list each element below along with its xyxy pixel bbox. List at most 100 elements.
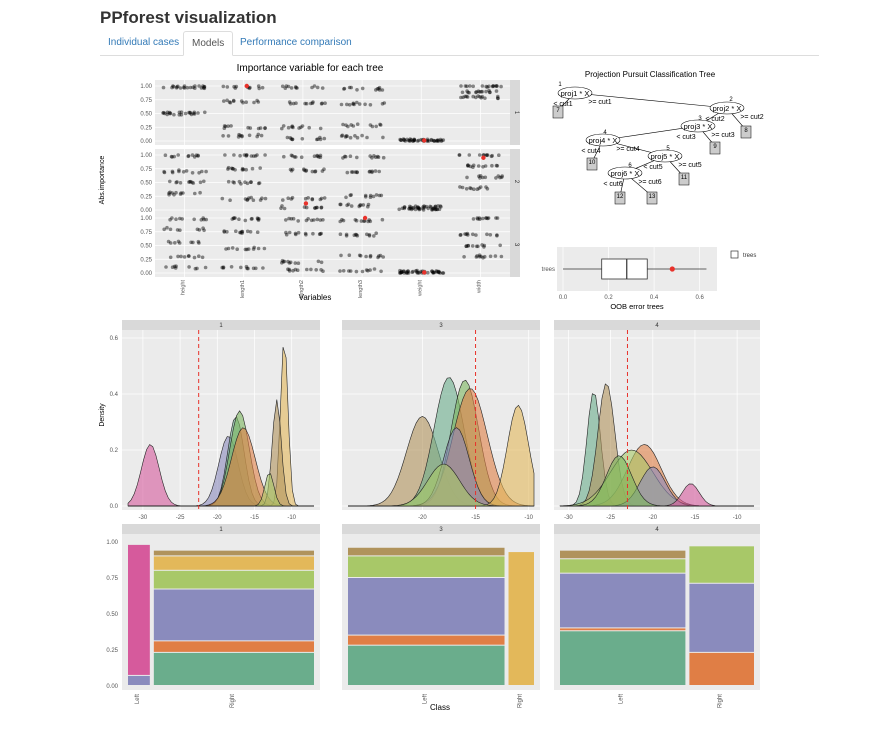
- importance-point: [427, 139, 431, 143]
- tab-performance-comparison[interactable]: Performance comparison: [240, 37, 352, 48]
- importance-point: [343, 154, 347, 159]
- importance-point: [248, 85, 252, 90]
- mosaic-tile: [153, 556, 314, 570]
- tree-node-id: 7: [556, 108, 560, 114]
- tree-node-id: 12: [617, 194, 624, 200]
- importance-point: [199, 218, 204, 222]
- importance-point: [294, 155, 298, 159]
- importance-point: [381, 255, 386, 259]
- importance-point: [433, 207, 438, 212]
- importance-highlight-point: [481, 155, 486, 160]
- importance-point: [256, 181, 261, 186]
- importance-point: [231, 216, 236, 220]
- importance-point: [435, 207, 440, 212]
- importance-highlight-point: [244, 83, 249, 89]
- density-xtick-label: -20: [648, 515, 657, 521]
- importance-point: [255, 230, 260, 234]
- importance-point: [351, 170, 355, 174]
- importance-point: [377, 85, 382, 90]
- importance-point: [365, 232, 369, 237]
- importance-point: [289, 86, 294, 90]
- importance-point: [220, 196, 225, 201]
- importance-point: [239, 99, 244, 103]
- importance-point: [339, 253, 343, 258]
- importance-point: [339, 202, 343, 207]
- importance-point: [198, 180, 203, 185]
- importance-point: [226, 134, 231, 138]
- importance-point: [315, 137, 319, 142]
- importance-point: [338, 219, 343, 224]
- importance-point: [192, 217, 196, 222]
- importance-point: [282, 259, 287, 264]
- importance-point: [366, 202, 371, 207]
- importance-point: [377, 254, 381, 258]
- importance-point: [202, 179, 206, 184]
- mosaic-strip: [554, 524, 760, 534]
- importance-point: [440, 138, 444, 143]
- mosaic-tile: [153, 550, 314, 556]
- oob-legend-label: trees: [743, 253, 756, 259]
- importance-point: [321, 218, 325, 222]
- importance-point: [477, 254, 482, 259]
- importance-point: [188, 111, 192, 115]
- density-strip-label: 3: [439, 323, 443, 329]
- importance-point: [357, 253, 362, 258]
- importance-point: [415, 268, 419, 273]
- importance-point: [349, 123, 354, 127]
- importance-point: [367, 218, 372, 222]
- tab-individual-cases[interactable]: Individual cases: [108, 37, 180, 48]
- importance-point: [222, 230, 227, 234]
- mosaic-strip: [122, 524, 320, 534]
- importance-point: [347, 269, 351, 273]
- importance-point: [248, 126, 253, 130]
- importance-point: [412, 137, 417, 142]
- importance-point: [174, 86, 179, 90]
- tree-title: Projection Pursuit Classification Tree: [585, 70, 716, 79]
- importance-point: [411, 206, 415, 211]
- importance-point: [191, 181, 196, 185]
- importance-point: [235, 247, 239, 251]
- importance-point: [243, 247, 248, 252]
- importance-point: [441, 271, 446, 275]
- importance-point: [483, 175, 488, 180]
- importance-point: [474, 90, 479, 94]
- importance-point: [497, 153, 501, 157]
- importance-point: [425, 137, 430, 142]
- importance-point: [168, 111, 172, 116]
- importance-point: [499, 84, 503, 89]
- importance-point: [351, 124, 356, 128]
- importance-point: [258, 198, 263, 202]
- importance-point: [368, 193, 373, 198]
- importance-point: [263, 153, 267, 157]
- importance-point: [289, 137, 294, 141]
- importance-point: [344, 234, 349, 238]
- importance-point: [320, 169, 325, 173]
- mosaic-ytick-label: 0.25: [106, 648, 118, 654]
- importance-ytick-label: 0.50: [140, 112, 152, 118]
- importance-point: [417, 206, 421, 210]
- importance-point: [226, 124, 230, 128]
- importance-point: [289, 217, 294, 221]
- importance-point: [494, 176, 498, 180]
- importance-point: [435, 270, 439, 274]
- importance-point: [320, 86, 325, 90]
- importance-point: [230, 167, 235, 171]
- importance-panel-3: [155, 212, 510, 277]
- tree-edge-label: < cut4: [581, 148, 600, 155]
- importance-point: [406, 138, 411, 143]
- importance-point: [494, 84, 498, 88]
- importance-ytick-label: 1.00: [140, 216, 152, 222]
- importance-point: [355, 233, 360, 238]
- importance-point: [293, 85, 298, 89]
- tree-split-node: [680, 119, 716, 133]
- importance-point: [488, 90, 492, 95]
- importance-point: [344, 195, 348, 200]
- importance-point: [477, 216, 482, 220]
- importance-point: [284, 230, 288, 235]
- tab-models[interactable]: Models: [183, 31, 234, 56]
- importance-point: [488, 254, 493, 259]
- importance-point: [412, 138, 417, 142]
- importance-point: [319, 206, 324, 210]
- importance-point: [343, 154, 348, 159]
- mosaic-xtick-label: Left: [135, 694, 141, 704]
